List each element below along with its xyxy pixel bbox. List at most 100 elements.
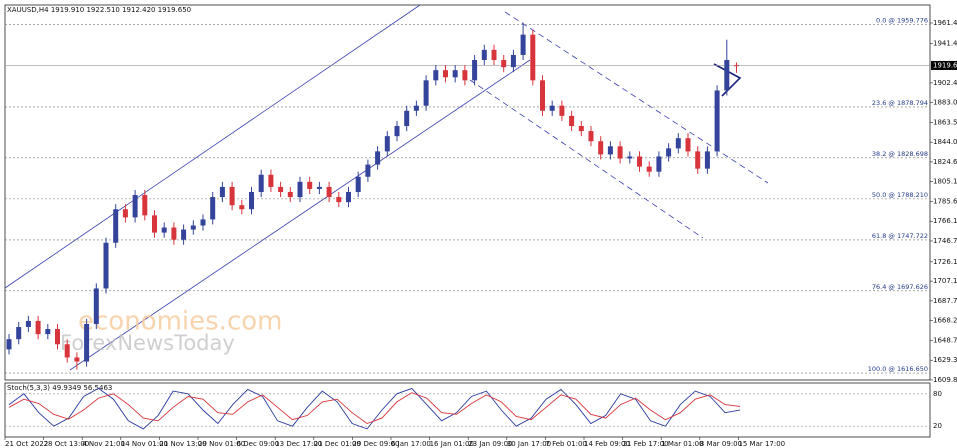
- candle-body: [394, 126, 400, 137]
- candle-body: [355, 176, 361, 192]
- candle-body: [161, 227, 167, 233]
- candle-body: [472, 60, 478, 81]
- y-tick-label: 1883.010: [933, 99, 957, 107]
- x-tick-label: 7 Feb 01:00: [545, 440, 586, 448]
- candle-body: [346, 191, 351, 203]
- y-tick-label: 1726.190: [933, 258, 957, 266]
- candle-body: [132, 195, 138, 218]
- x-tick-label: 6 Dec 09:00: [237, 440, 280, 448]
- candle-body: [181, 229, 187, 240]
- candle-body: [646, 166, 652, 172]
- candle-body: [433, 70, 439, 81]
- candle-body: [249, 191, 254, 210]
- candle-body: [200, 219, 206, 226]
- candle-body: [219, 186, 225, 198]
- x-tick-label: 13 Dec 17:00: [275, 440, 322, 448]
- candle-body: [171, 227, 177, 240]
- stoch-frame: [4, 382, 931, 438]
- x-tick-label: 1 Mar 01:00: [661, 440, 703, 448]
- candle-body: [462, 70, 468, 81]
- candle-body: [326, 186, 332, 198]
- candle-body: [384, 136, 390, 152]
- fib-label: 61.8 @ 1747.722: [872, 232, 928, 240]
- x-tick-label: 30 Jan 17:00: [507, 440, 551, 448]
- candle-body: [413, 105, 419, 111]
- y-tick-label: 1746.720: [933, 237, 957, 245]
- candle-body: [268, 174, 274, 187]
- trendlines: [4, 4, 769, 371]
- candle-body: [93, 288, 99, 324]
- candle-body: [258, 174, 264, 192]
- x-tick-label: 29 Dec 09:00: [352, 440, 399, 448]
- candle-body: [491, 49, 497, 61]
- y-tick-label: 1668.250: [933, 317, 957, 325]
- x-tick-label: 4 Nov 21:00: [82, 440, 125, 448]
- y-tick-label: 1961.480: [933, 19, 957, 27]
- candle-body: [656, 156, 662, 172]
- candle-body: [113, 209, 119, 243]
- candle-body: [25, 320, 31, 328]
- watermark-brand: economies.com: [78, 307, 282, 337]
- candle-body: [239, 205, 245, 210]
- candle-body: [540, 80, 545, 111]
- candle-body: [675, 138, 681, 149]
- candle-body: [481, 49, 487, 61]
- stoch-line: [8, 392, 741, 425]
- candle-body: [122, 209, 128, 218]
- y-tick-label: 1707.190: [933, 277, 957, 285]
- channel-lower: [69, 59, 531, 371]
- candle-body: [336, 197, 342, 203]
- candle-body: [607, 146, 613, 155]
- x-tick-label: 29 Nov 01:00: [198, 440, 245, 448]
- candle-body: [6, 339, 12, 350]
- x-tick-label: 23 Jan 09:00: [468, 440, 512, 448]
- candle-body: [598, 141, 604, 155]
- price-label: 1919.650: [933, 61, 957, 69]
- candle-body: [64, 344, 70, 358]
- y-tick-label: 1844.070: [933, 138, 957, 146]
- candle-body: [190, 225, 196, 230]
- candle-body: [714, 90, 720, 152]
- x-tick-label: 21 Feb 17:00: [623, 440, 669, 448]
- candle-body: [84, 323, 90, 362]
- candle-body: [559, 105, 565, 116]
- candle-body: [530, 34, 536, 81]
- candle-body: [666, 148, 672, 157]
- fib-label: 23.6 @ 1878.794: [872, 99, 928, 107]
- candle-body: [549, 105, 555, 111]
- candle-body: [404, 110, 410, 127]
- fib-label: 100.0 @ 1616.650: [868, 365, 928, 373]
- y-tick-label: 1785.660: [933, 197, 957, 205]
- y-tick-label: 1609.840: [933, 376, 957, 384]
- candle-body: [685, 138, 691, 152]
- y-tick-label: 1766.190: [933, 217, 957, 225]
- candle-body: [588, 131, 594, 142]
- candle-body: [103, 242, 109, 289]
- candle-body: [35, 320, 41, 335]
- candle-body: [55, 329, 60, 345]
- candle-body: [45, 329, 51, 335]
- x-tick-label: 8 Mar 09:00: [700, 440, 742, 448]
- candle-body: [501, 60, 507, 68]
- x-tick-label: 16 Jan 01:00: [430, 440, 474, 448]
- stoch-tick-label: 20: [933, 422, 942, 430]
- stoch-line: [8, 387, 741, 430]
- candle-body: [307, 181, 313, 189]
- candle-body: [704, 151, 710, 169]
- channel-upper: [4, 4, 421, 289]
- candle-body: [229, 186, 235, 206]
- fib-label: 0.0 @ 1959.776: [876, 17, 928, 25]
- y-tick-label: 1629.310: [933, 356, 957, 364]
- y-tick-label: 1902.480: [933, 79, 957, 87]
- fib-label: 50.0 @ 1788.210: [872, 191, 928, 199]
- price-box: [931, 60, 957, 70]
- candle-body: [443, 70, 448, 78]
- candle-body: [578, 126, 584, 132]
- header: XAUUSD,H4 1919.910 1922.510 1912.420 191…: [7, 6, 191, 14]
- x-tick-label: 21 Nov 13:00: [159, 440, 206, 448]
- y-tick-label: 1648.780: [933, 336, 957, 344]
- fib-label: 38.2 @ 1828.698: [872, 150, 928, 158]
- y-tick-label: 1805.150: [933, 178, 957, 186]
- x-tick-label: 21 Oct 2022: [5, 440, 48, 448]
